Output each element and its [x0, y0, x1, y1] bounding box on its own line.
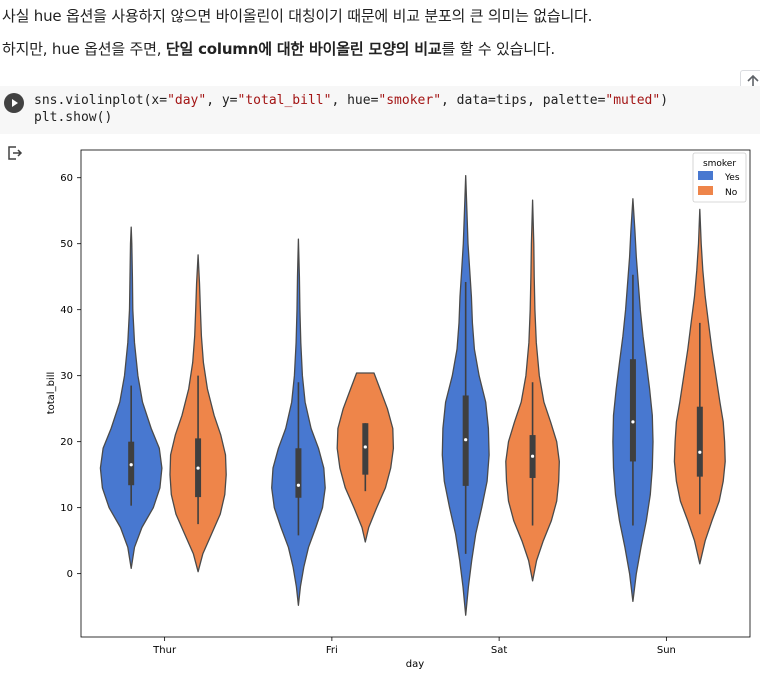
violin-median-point	[196, 466, 200, 470]
output-redirect-icon	[8, 146, 23, 160]
legend-label-no: No	[725, 188, 738, 198]
play-icon	[12, 99, 18, 107]
paragraph-text: 사실 hue 옵션을 사용하지 않으면 바이올린이 대칭이기 때문에 비교 분포…	[2, 7, 593, 25]
output-area-button[interactable]	[7, 145, 23, 165]
code-string: "smoker"	[378, 93, 442, 108]
violin-median-point	[464, 438, 468, 442]
paragraph-text: 를 할 수 있습니다.	[441, 40, 556, 58]
code-token: )	[660, 93, 669, 108]
y-tick-label: 20	[60, 437, 73, 448]
run-cell-button[interactable]	[4, 93, 24, 113]
paragraph-text: 하지만, hue 옵션을 주면,	[2, 40, 166, 58]
legend-label-yes: Yes	[724, 173, 740, 183]
y-tick-label: 40	[60, 305, 73, 316]
x-tick-label: Sun	[657, 645, 676, 656]
code-token: , y=	[206, 93, 238, 108]
legend-swatch-yes	[698, 171, 713, 180]
violin-iqr-box	[362, 423, 369, 475]
violin-median-point	[296, 483, 301, 487]
code-token: , hue=	[331, 93, 379, 108]
legend-title: smoker	[703, 159, 736, 169]
y-tick-label: 10	[60, 503, 73, 514]
legend: smoker Yes No	[692, 152, 747, 203]
code-string: "total_bill"	[237, 93, 332, 108]
y-tick-label: 30	[60, 371, 73, 382]
x-tick-label: Sat	[491, 645, 507, 656]
x-tick-label: Thur	[152, 645, 177, 656]
violin-median-point	[530, 454, 535, 458]
violin-median-point	[698, 450, 702, 454]
y-tick-label: 50	[60, 239, 73, 250]
paragraph-bold-text: 단일 column에 대한 바이올린 모양의 비교	[165, 40, 442, 58]
legend-swatch-no	[698, 186, 713, 195]
violins-layer	[99, 175, 726, 616]
y-axis-label: total_bill	[46, 372, 57, 415]
violin-median-point	[363, 445, 367, 449]
markdown-paragraph-2: 하지만, hue 옵션을 주면, 단일 column에 대한 바이올린 모양의 …	[2, 39, 555, 59]
code-token: plt.show()	[34, 110, 113, 125]
markdown-paragraph-1: 사실 hue 옵션을 사용하지 않으면 바이올린이 대칭이기 때문에 비교 분포…	[2, 6, 592, 26]
code-cell[interactable]	[0, 86, 760, 134]
y-tick-label: 60	[60, 173, 73, 184]
code-string: "muted"	[605, 93, 661, 108]
x-axis-label: day	[406, 659, 424, 670]
x-axis: Thur Fri Sat Sun	[152, 637, 676, 656]
violin-median-point	[631, 420, 635, 424]
code-token: , data=tips, palette=	[441, 93, 606, 108]
violin-median-point	[129, 463, 133, 467]
violin-iqr-box	[696, 406, 703, 477]
code-editor[interactable]: sns.violinplot(x="day", y="total_bill", …	[34, 92, 668, 126]
y-axis: 0 10 20 30 40 50 60	[60, 173, 81, 580]
code-token: sns.violinplot(x=	[34, 93, 168, 108]
y-tick-label: 0	[67, 569, 73, 580]
x-tick-label: Fri	[326, 645, 338, 656]
violin-iqr-box	[629, 359, 636, 462]
violin-iqr-box	[295, 448, 302, 498]
code-string: "day"	[167, 93, 207, 108]
plot-frame	[80, 149, 751, 638]
